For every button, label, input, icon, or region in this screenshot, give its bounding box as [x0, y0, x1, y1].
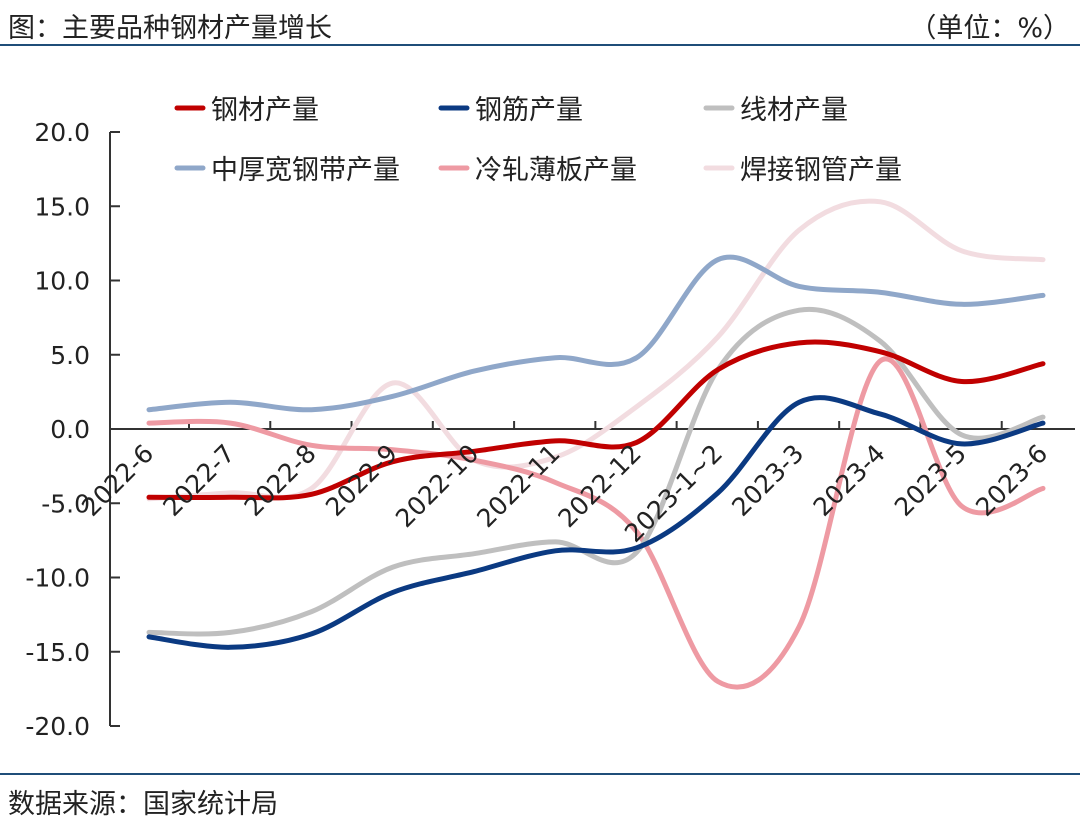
source-note: 数据来源：国家统计局: [8, 789, 278, 820]
x-tick-label: 2023-5: [889, 439, 972, 522]
legend-label: 中厚宽钢带产量: [211, 155, 400, 186]
y-tick-label: 20.0: [34, 118, 90, 147]
legend-label: 钢材产量: [211, 95, 319, 126]
y-tick-label: 5.0: [50, 341, 90, 370]
unit-label: （单位：%）: [909, 13, 1070, 44]
y-tick-label: 0.0: [50, 415, 90, 444]
legend-label: 焊接钢管产量: [740, 155, 902, 186]
series-line-5: [146, 356, 1046, 690]
series-line-3: [146, 306, 1046, 637]
series-line-1: [146, 339, 1046, 501]
bottom-divider: [0, 773, 1080, 775]
x-tick-label: 2022-9: [320, 439, 403, 522]
legend-label: 线材产量: [740, 95, 848, 126]
series-line-2: [146, 395, 1046, 650]
legend-label: 钢筋产量: [475, 95, 583, 126]
y-tick-label: -15.0: [25, 638, 90, 667]
x-tick-label: 2023-6: [970, 439, 1053, 522]
x-tick-label: 2022-8: [239, 439, 322, 522]
y-tick-label: 10.0: [34, 267, 90, 296]
series-line-6: [146, 198, 1046, 502]
top-divider: [0, 44, 1080, 46]
y-tick-label: -10.0: [25, 564, 90, 593]
y-tick-label: -20.0: [25, 712, 90, 741]
y-tick-label: -5.0: [41, 489, 90, 518]
line-chart: 20.0 15.0 10.0 5.0 0.0 -5.0 -10.0 -15.0 -20.0 202…: [25, 95, 1075, 741]
x-tick-label: 2022-7: [157, 439, 240, 522]
legend-label: 冷轧薄板产量: [475, 155, 637, 186]
y-tick-label: 15.0: [34, 192, 90, 221]
series-line-4: [146, 254, 1046, 413]
x-tick-label: 2022-6: [76, 439, 159, 522]
chart-title: 图：主要品种钢材产量增长: [8, 13, 332, 44]
x-tick-label: 2023-3: [726, 439, 809, 522]
x-tick-label: 2022-11: [471, 439, 565, 533]
